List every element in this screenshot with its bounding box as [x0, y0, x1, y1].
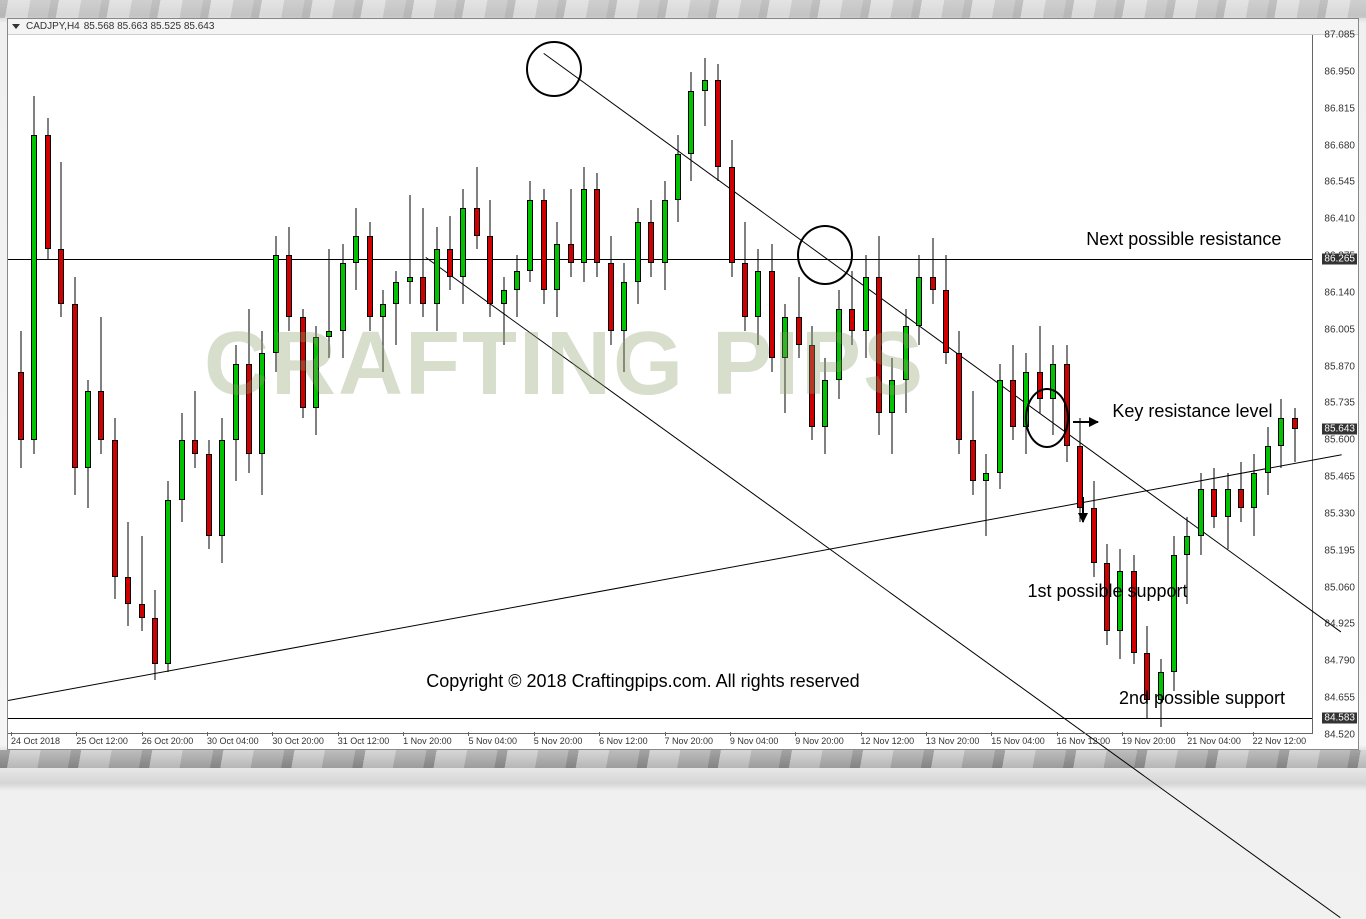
y-tick: 86.410	[1324, 214, 1355, 225]
y-tick: 84.520	[1324, 730, 1355, 741]
y-tick: 86.545	[1324, 177, 1355, 188]
y-tick: 84.790	[1324, 656, 1355, 667]
x-tick: 26 Oct 20:00	[142, 736, 194, 746]
y-tick: 85.465	[1324, 472, 1355, 483]
x-tick: 1 Nov 20:00	[403, 736, 452, 746]
x-tick: 16 Nov 12:00	[1057, 736, 1111, 746]
y-tick: 85.600	[1324, 435, 1355, 446]
bg-top	[0, 0, 1366, 18]
x-tick: 24 Oct 2018	[11, 736, 60, 746]
price-marker: 84.583	[1322, 712, 1357, 723]
y-tick: 87.085	[1324, 30, 1355, 41]
x-tick: 6 Nov 12:00	[599, 736, 648, 746]
x-tick: 22 Nov 12:00	[1253, 736, 1307, 746]
circle-annotation	[526, 41, 582, 97]
y-tick: 85.060	[1324, 582, 1355, 593]
x-tick: 21 Nov 04:00	[1187, 736, 1241, 746]
y-tick: 85.735	[1324, 398, 1355, 409]
price-marker: 86.265	[1322, 253, 1357, 264]
text-annotation: Next possible resistance	[1086, 229, 1281, 250]
x-tick: 19 Nov 20:00	[1122, 736, 1176, 746]
x-tick: 13 Nov 20:00	[926, 736, 980, 746]
x-tick: 25 Oct 12:00	[76, 736, 128, 746]
x-tick: 15 Nov 04:00	[991, 736, 1045, 746]
horizontal-line	[8, 718, 1312, 719]
ohlc-label: 85.568 85.663 85.525 85.643	[84, 21, 215, 32]
circle-annotation	[1025, 388, 1069, 448]
y-tick: 86.950	[1324, 66, 1355, 77]
x-tick: 9 Nov 04:00	[730, 736, 779, 746]
y-tick: 86.680	[1324, 140, 1355, 151]
x-tick: 30 Oct 20:00	[272, 736, 324, 746]
trendline	[426, 257, 1341, 918]
x-tick: 5 Nov 20:00	[534, 736, 583, 746]
x-axis: 24 Oct 2018 25 Oct 12:00 26 Oct 20:00 30 Oc…	[8, 733, 1313, 749]
arrow-right-icon	[1073, 421, 1098, 423]
chart-plot-area[interactable]: Next possible resistance Key resistance l…	[8, 35, 1313, 733]
x-tick: 12 Nov 12:00	[861, 736, 915, 746]
y-axis: 87.08586.95086.81586.68086.54586.41086.2…	[1313, 35, 1358, 733]
arrow-down-icon	[1082, 497, 1084, 522]
y-tick: 86.815	[1324, 103, 1355, 114]
bg-bottom	[0, 750, 1366, 768]
text-annotation: Key resistance level	[1112, 401, 1272, 422]
y-tick: 85.195	[1324, 545, 1355, 556]
y-tick: 86.005	[1324, 324, 1355, 335]
x-tick: 30 Oct 04:00	[207, 736, 259, 746]
x-tick: 31 Oct 12:00	[338, 736, 390, 746]
chart-window: CADJPY,H4 85.568 85.663 85.525 85.643 Ne…	[7, 18, 1359, 750]
x-tick: 9 Nov 20:00	[795, 736, 844, 746]
y-tick: 86.140	[1324, 287, 1355, 298]
dropdown-icon[interactable]	[12, 24, 20, 29]
circle-annotation	[797, 225, 853, 285]
y-tick: 84.655	[1324, 693, 1355, 704]
horizontal-line	[8, 259, 1312, 260]
symbol-label: CADJPY,H4	[26, 21, 80, 32]
text-annotation: 2nd possible support	[1119, 688, 1285, 709]
x-tick: 5 Nov 04:00	[468, 736, 517, 746]
text-annotation: 1st possible support	[1027, 581, 1187, 602]
x-tick: 7 Nov 20:00	[665, 736, 714, 746]
y-tick: 84.925	[1324, 619, 1355, 630]
price-marker: 85.643	[1322, 423, 1357, 434]
copyright-text: Copyright © 2018 Craftingpips.com. All r…	[426, 671, 859, 692]
chart-header[interactable]: CADJPY,H4 85.568 85.663 85.525 85.643	[8, 19, 1358, 35]
y-tick: 85.330	[1324, 508, 1355, 519]
y-tick: 85.870	[1324, 361, 1355, 372]
